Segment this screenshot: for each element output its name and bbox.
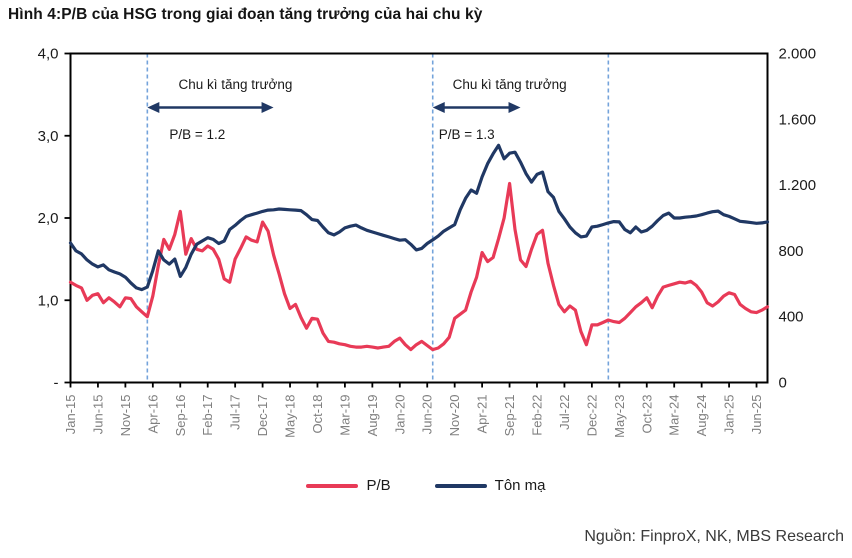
x-axis-label: Aug-19 <box>365 395 380 437</box>
left-axis-label: 2,0 <box>38 210 59 227</box>
x-axis-label: Jan-15 <box>63 395 78 435</box>
cycle-annotation-label: Chu kì tăng trưởng <box>453 77 567 92</box>
x-axis-label: Feb-17 <box>200 395 215 436</box>
x-axis-label: Jul-17 <box>228 395 243 430</box>
chart-legend: P/B Tôn mạ <box>0 477 852 494</box>
x-axis-label: Jan-25 <box>722 395 737 435</box>
x-axis-label: Dec-17 <box>255 395 270 437</box>
x-axis-label: Nov-20 <box>447 395 462 437</box>
pb-dual-axis-chart: 4,0 3,0 2,0 1,0 - 2.000 1.600 1.200 800 400 0 Jan-1… <box>38 46 817 438</box>
right-axis-label: 2.000 <box>779 46 817 63</box>
x-axis-label: Oct-23 <box>639 395 654 434</box>
series-line-tonma <box>68 143 770 292</box>
right-axis-label: 1.600 <box>779 111 817 128</box>
cycle-arrow-head-right-icon <box>508 102 521 113</box>
right-axis-label: 1.200 <box>779 177 817 194</box>
right-axis-label: 400 <box>779 309 804 326</box>
cycle-arrow-head-right-icon <box>261 102 274 113</box>
right-axis-label: 0 <box>779 375 787 392</box>
left-axis-label: 4,0 <box>38 46 59 63</box>
cycle-arrow-head-left-icon <box>432 102 445 113</box>
x-axis-label: Feb-22 <box>529 395 544 436</box>
x-axis-label: Mar-24 <box>667 395 682 436</box>
x-axis-label: Dec-22 <box>584 395 599 437</box>
x-axis-label: Jun-20 <box>420 395 435 435</box>
legend-label-pb: P/B <box>366 477 391 494</box>
cycle-arrow-head-left-icon <box>147 102 160 113</box>
cycle-annotation-pb-value: P/B = 1.2 <box>169 127 225 142</box>
x-axis-label: Jul-22 <box>557 395 572 430</box>
x-axis-label: May-23 <box>612 395 627 438</box>
x-axis-label: Mar-19 <box>337 395 352 436</box>
left-axis-label: 1,0 <box>38 292 59 309</box>
legend-swatch-pb-icon <box>306 483 359 488</box>
figure-title: Hình 4:P/B của HSG trong giai đoạn tăng … <box>8 6 483 23</box>
x-axis-label: Sep-21 <box>502 395 517 437</box>
cycle-annotation-pb-value: P/B = 1.3 <box>439 127 495 142</box>
source-note: Nguồn: FinproX, NK, MBS Research <box>584 528 844 545</box>
series-line-pb <box>68 181 770 352</box>
x-axis-label: Apr-21 <box>475 394 490 433</box>
x-axis-label: Nov-15 <box>118 395 133 437</box>
legend-label-tonma: Tôn mạ <box>494 477 546 494</box>
cycle-annotation-label: Chu kì tăng trưởng <box>178 77 292 92</box>
plot-border <box>69 52 769 384</box>
legend-swatch-tonma-icon <box>434 483 487 488</box>
legend-item-tonma: Tôn mạ <box>434 477 546 494</box>
x-axis-label: Jan-20 <box>392 395 407 435</box>
left-axis-label: - <box>54 375 59 392</box>
x-axis-label: Oct-18 <box>310 395 325 434</box>
x-axis-label: Jun-25 <box>749 395 764 435</box>
x-axis-label: Jun-15 <box>90 395 105 435</box>
legend-item-pb: P/B <box>306 477 391 494</box>
x-axis-label: Aug-24 <box>694 395 709 437</box>
x-axis-label: May-18 <box>283 395 298 438</box>
left-axis-label: 3,0 <box>38 128 59 145</box>
x-axis-label: Apr-16 <box>145 395 160 434</box>
right-axis-label: 800 <box>779 243 804 260</box>
x-axis-label: Sep-16 <box>173 395 188 437</box>
